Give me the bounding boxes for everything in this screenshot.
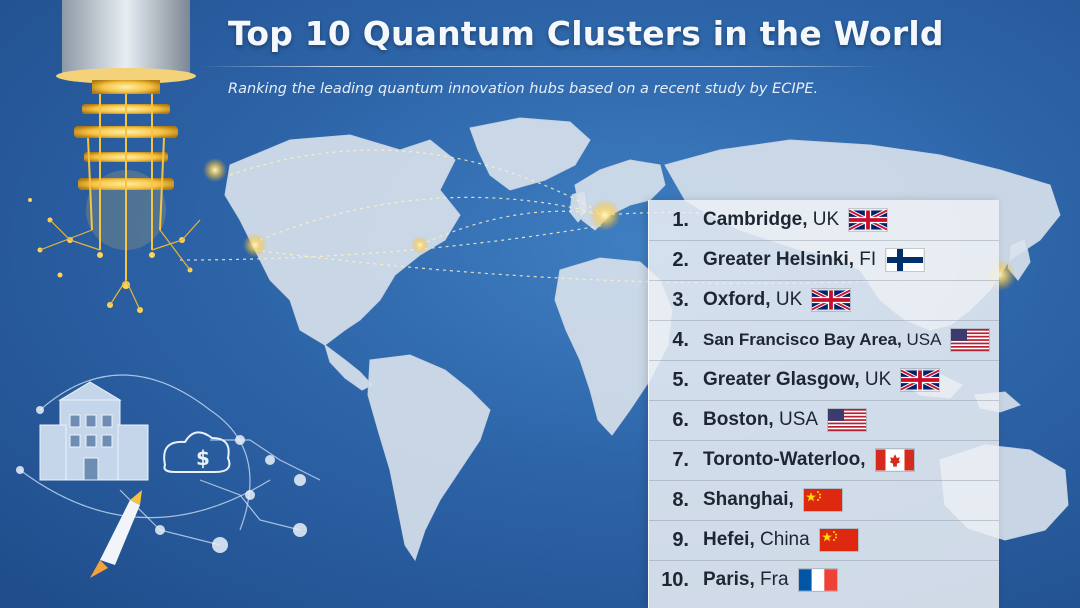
list-item: 2. Greater Helsinki, FI xyxy=(649,240,999,281)
city-name: Oxford, xyxy=(703,289,771,310)
uk-flag-icon xyxy=(849,209,888,231)
rank-number: 2. xyxy=(672,248,689,271)
quantum-computer-chandelier-icon xyxy=(28,0,201,313)
svg-text:$: $ xyxy=(196,446,210,470)
city-name: Boston, xyxy=(703,409,774,430)
list-item: 3. Oxford, UK xyxy=(649,280,999,321)
rank-number: 10. xyxy=(661,568,689,591)
usa-flag-icon xyxy=(828,409,867,431)
page-title: Top 10 Quantum Clusters in the World xyxy=(228,14,944,53)
city-name: Cambridge, xyxy=(703,209,808,230)
uk-flag-icon xyxy=(812,289,851,311)
city-name: Toronto-Waterloo, xyxy=(703,449,866,470)
rank-number: 6. xyxy=(672,408,689,431)
country-name: China xyxy=(754,529,810,550)
rank-number: 3. xyxy=(672,288,689,311)
list-item: 5. Greater Glasgow, UK xyxy=(649,360,999,401)
list-item: 10. Paris, Fra xyxy=(649,560,999,600)
country-name: USA xyxy=(773,409,819,430)
france-flag-icon xyxy=(798,569,837,591)
city-name: Hefei, xyxy=(703,529,755,550)
country-name: UK xyxy=(859,369,892,390)
rank-number: 4. xyxy=(672,328,689,351)
rank-number: 5. xyxy=(672,368,689,391)
city-name: San Francisco Bay Area, xyxy=(703,330,902,349)
city-name: Greater Glasgow, xyxy=(703,369,860,390)
cloud-dollar-icon xyxy=(163,431,231,473)
country-name: FI xyxy=(854,249,877,270)
list-item: 7. Toronto-Waterloo, xyxy=(649,440,999,481)
usa-flag-icon xyxy=(951,329,990,351)
rank-number: 9. xyxy=(672,528,689,551)
country-name: USA xyxy=(901,330,942,349)
rank-number: 1. xyxy=(672,208,689,231)
list-item: 9. Hefei, China xyxy=(649,520,999,561)
list-item: 8. Shanghai, xyxy=(649,480,999,521)
list-item: 4. San Francisco Bay Area, USA xyxy=(649,320,999,361)
rank-number: 8. xyxy=(672,488,689,511)
list-item: 1. Cambridge, UK xyxy=(649,200,999,241)
page-subtitle: Ranking the leading quantum innovation h… xyxy=(228,81,819,97)
country-name: Fra xyxy=(754,569,789,590)
china-flag-icon xyxy=(819,529,858,551)
finland-flag-icon xyxy=(886,249,924,271)
canada-flag-icon xyxy=(875,449,914,471)
rocket-icon xyxy=(90,490,142,578)
rank-number: 7. xyxy=(672,448,689,471)
country-name: UK xyxy=(770,289,803,310)
innovation-network-icon: $ xyxy=(16,374,321,578)
building-icon xyxy=(39,381,149,481)
country-name: UK xyxy=(807,209,840,230)
uk-flag-icon xyxy=(901,369,940,391)
city-name: Paris, xyxy=(703,569,755,590)
china-flag-icon xyxy=(803,489,842,511)
title-divider xyxy=(200,66,880,67)
list-item: 6. Boston, USA xyxy=(649,400,999,441)
city-name: Greater Helsinki, xyxy=(703,249,855,270)
ranking-list: 1. Cambridge, UK 2. Greater Helsinki, FI… xyxy=(648,200,999,608)
city-name: Shanghai, xyxy=(703,489,794,510)
